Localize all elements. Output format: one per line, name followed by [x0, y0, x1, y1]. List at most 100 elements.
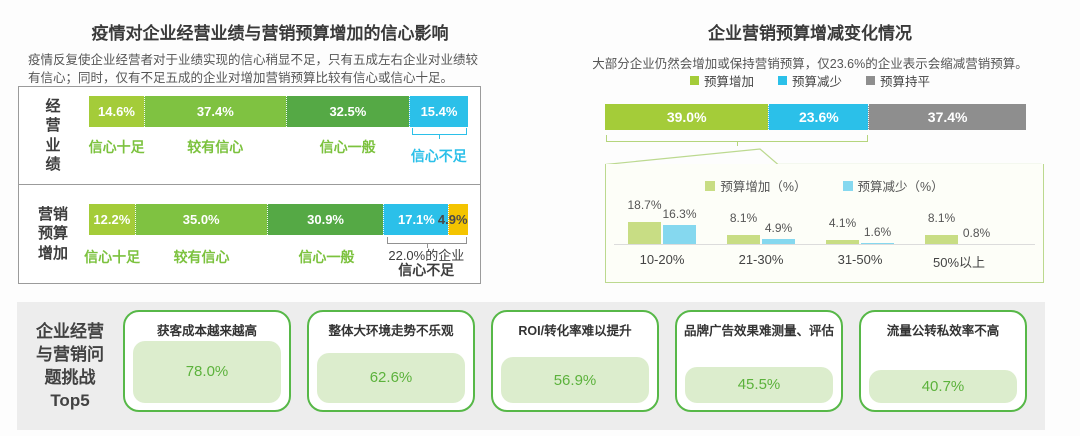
budget-stacked-bar: 39.0% 23.6% 37.4%	[605, 104, 1026, 130]
challenge-card: 整体大环境走势不乐观 62.6%	[307, 310, 475, 412]
decrease-bar	[663, 224, 696, 245]
row-label-marketing-budget-increase: 营销 预算 增加	[37, 205, 68, 262]
brace-tick	[736, 141, 738, 146]
increase-bar	[826, 239, 859, 245]
bar-segment: 32.5%	[285, 96, 410, 127]
card-title: 整体大环境走势不乐观	[328, 324, 454, 338]
top5-panel: 企业经营 与营销问 题挑战 Top5 获客成本越来越高 78.0% 整体大环境走势不…	[17, 302, 1045, 430]
budget-detail-box: 预算增加（%） 预算减少（%） 18.7% 16.3% 8.1% 4.9% 4.1% 1.6…	[605, 164, 1044, 283]
card-percent: 62.6%	[369, 369, 413, 387]
bar-segment: 4.9%	[438, 204, 468, 235]
segment-caption: 信心一般	[298, 249, 355, 265]
card-fill: 56.9%	[501, 357, 649, 403]
row-label-business-performance: 经 营 业 绩	[45, 97, 61, 174]
bar-segment: 37.4%	[868, 104, 1026, 130]
card-title: 流量公转私效率不高	[886, 324, 1000, 338]
legend-swatch	[842, 180, 853, 191]
budget-legend: 预算增加 预算减少 预算持平	[540, 71, 1080, 90]
brace-caption: 22.0%的企业 信心不足	[388, 248, 465, 279]
left-panel-title: 疫情对企业经营业绩与营销预算增加的信心影响	[91, 24, 449, 44]
top5-cards: 获客成本越来越高 78.0% 整体大环境走势不乐观 62.6% ROI/转化率难以提升 5…	[123, 310, 1027, 412]
brace-caption: 信心不足	[410, 148, 467, 164]
detail-legend: 预算增加（%） 预算减少（%）	[606, 176, 1043, 195]
legend-item: 预算减少（%）	[842, 176, 944, 195]
card-title: ROI/转化率难以提升	[518, 324, 632, 338]
bar-segment: 12.2%	[89, 204, 135, 235]
legend-swatch	[777, 76, 787, 85]
bar-segment: 17.1%	[383, 204, 449, 235]
grouped-bar-chart: 18.7% 16.3% 8.1% 4.9% 4.1% 1.6% 8.1% 0.8%	[614, 183, 1035, 245]
legend-item: 预算增加	[689, 71, 754, 90]
brace-caption-line: 信心不足	[398, 262, 455, 279]
increase-bar	[628, 221, 661, 245]
segment-value-label: 39.0%	[666, 109, 707, 125]
brace-tick	[439, 134, 441, 139]
segment-value-label: 17.1%	[397, 212, 435, 227]
category-label: 10-20%	[639, 252, 685, 267]
legend-swatch	[866, 76, 875, 85]
budget-brace	[606, 135, 868, 146]
bar-value-label: 0.8%	[962, 226, 991, 240]
increase-bar	[925, 234, 958, 245]
brace-caption-line: 信心不足	[410, 148, 467, 164]
row-chart-business: 14.6% 37.4% 32.5% 15.4% 信心十足 较有信心 信心一般 信心不足	[89, 87, 468, 184]
challenge-card: 获客成本越来越高 78.0%	[123, 310, 291, 412]
bar-segment: 23.6%	[768, 104, 869, 130]
budget-bar-wrap: 39.0% 23.6% 37.4%	[605, 104, 1026, 164]
segment-caption: 较有信心	[187, 139, 244, 155]
bar-segment: 37.4%	[143, 96, 286, 127]
challenge-card: ROI/转化率难以提升 56.9%	[491, 310, 659, 412]
segment-value-label: 37.4%	[927, 109, 968, 125]
left-panel-subtitle: 疫情反复使企业经营者对于业绩实现的信心稍显不足，只有五成左右企业对业绩较有信心；…	[28, 52, 479, 86]
card-percent: 56.9%	[553, 371, 597, 389]
card-fill: 40.7%	[869, 370, 1017, 403]
axis-baseline	[614, 244, 1035, 245]
bar-segment: 39.0%	[605, 104, 769, 130]
card-title: 获客成本越来越高	[156, 324, 257, 338]
bar-segment: 15.4%	[409, 96, 468, 127]
segment-caption: 信心十足	[84, 249, 141, 265]
card-percent: 40.7%	[921, 378, 965, 396]
card-percent: 45.5%	[737, 376, 781, 394]
card-percent: 78.0%	[185, 363, 229, 381]
legend-swatch	[689, 76, 699, 85]
category-label: 50%以上	[932, 255, 986, 270]
confidence-chart-box: 经 营 业 绩 14.6% 37.4% 32.5% 15.4% 信心十足 较有信心 信心一般…	[18, 86, 481, 284]
confidence-panel: 疫情对企业经营业绩与营销预算增加的信心影响 疫情反复使企业经营者对于业绩实现的信…	[0, 0, 540, 296]
bar-value-label: 4.9%	[764, 220, 793, 235]
card-title: 品牌广告效果难测量、评估	[683, 324, 834, 338]
segment-value-label: 30.9%	[307, 212, 344, 227]
confidence-row-business: 经 营 业 绩 14.6% 37.4% 32.5% 15.4% 信心十足 较有信心 信心一般…	[19, 87, 480, 184]
brace-tick	[426, 243, 428, 248]
legend-label: 预算减少	[791, 75, 842, 89]
challenge-card: 品牌广告效果难测量、评估 45.5%	[675, 310, 843, 412]
bar-segment: 30.9%	[266, 204, 384, 235]
bar-value-label: 18.7%	[627, 197, 662, 212]
bar-value-label: 8.1%	[927, 210, 956, 225]
callout-connector	[605, 148, 1042, 165]
stacked-bar: 12.2% 35.0% 30.9% 17.1% 4.9%	[89, 204, 468, 235]
legend-item: 预算减少	[777, 71, 842, 90]
row-chart-budget: 12.2% 35.0% 30.9% 17.1% 4.9% 信心十足 较有信心 信心一般 22.0…	[84, 185, 468, 283]
stacked-bar: 14.6% 37.4% 32.5% 15.4%	[89, 96, 468, 127]
segment-value-label: 37.4%	[196, 104, 234, 119]
bar-value-label: 4.1%	[828, 215, 857, 230]
category-label: 31-50%	[837, 252, 883, 267]
budget-change-panel: 企业营销预算增减变化情况 大部分企业仍然会增加或保持营销预算，仅23.6%的企业…	[540, 0, 1080, 296]
segment-value-label: 15.4%	[420, 104, 458, 119]
confidence-row-budget: 营销 预算 增加 12.2% 35.0% 30.9% 17.1% 4.9% 信心十足 较有信…	[19, 184, 480, 283]
segment-value-label: 32.5%	[329, 104, 367, 119]
segment-caption: 信心一般	[319, 139, 376, 155]
card-fill: 62.6%	[317, 352, 465, 403]
bar-segment: 35.0%	[134, 204, 267, 235]
challenge-card: 流量公转私效率不高 40.7%	[859, 310, 1027, 412]
right-panel-subtitle: 大部分企业仍然会增加或保持营销预算，仅23.6%的企业表示会缩减营销预算。	[592, 56, 1028, 71]
bar-value-label: 16.3%	[662, 206, 697, 221]
brace-caption-line: 22.0%的企业	[388, 248, 465, 263]
legend-label: 预算减少（%）	[857, 180, 944, 194]
bar-value-label: 8.1%	[729, 210, 758, 225]
segment-value-label: 35.0%	[182, 212, 220, 227]
bar-segment: 14.6%	[89, 96, 144, 127]
legend-swatch	[705, 180, 716, 191]
